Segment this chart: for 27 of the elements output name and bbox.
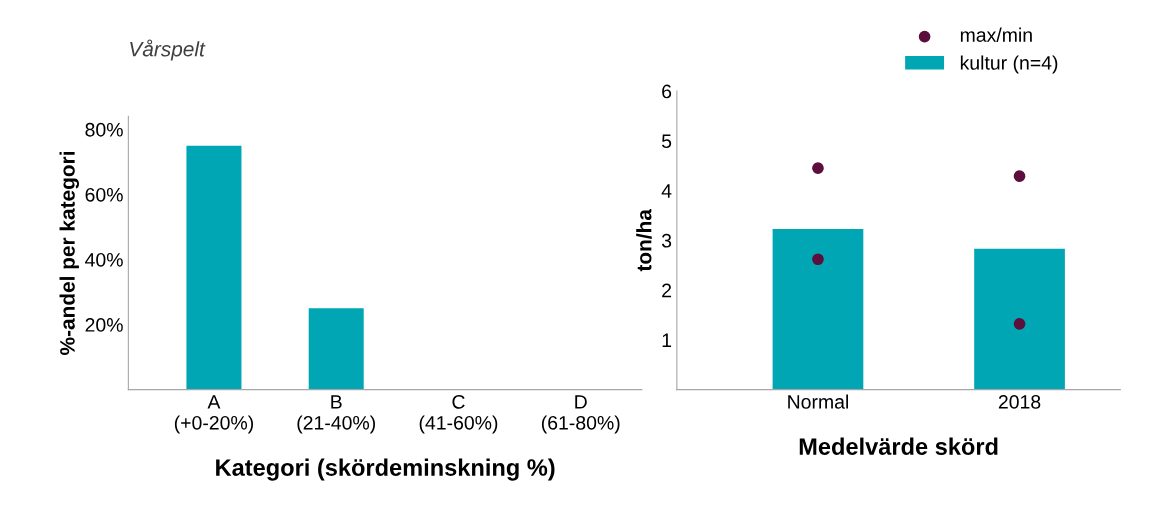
legend-label: max/min xyxy=(960,27,1032,42)
x-tick-label: 2018 xyxy=(998,394,1041,409)
point xyxy=(1013,170,1026,183)
point xyxy=(812,162,824,175)
y-axis-title: ton/ha xyxy=(636,208,652,272)
y-tick-label: 80% xyxy=(85,122,123,137)
y-tick-label: 1 xyxy=(662,333,672,347)
y-tick-label: 5 xyxy=(661,134,672,149)
y-tick-label: 6 xyxy=(662,84,672,99)
y-tick-label: 40% xyxy=(85,252,123,267)
point xyxy=(812,253,824,266)
point xyxy=(1013,318,1026,330)
chart-title: Vårspelt xyxy=(130,39,206,61)
y-tick-label: 2 xyxy=(662,283,672,298)
x-tick-label: D (61-80%) xyxy=(541,395,620,434)
x-tick-label: B (21-40%) xyxy=(297,395,375,434)
x-tick-label: Normal xyxy=(788,394,848,409)
x-tick-label: C (41-60%) xyxy=(419,394,498,434)
y-tick-label: 20% xyxy=(85,318,123,332)
y-tick-label: 60% xyxy=(85,187,123,202)
legend-label: kultur (n=4) xyxy=(960,55,1058,74)
x-axis-title: Medelvärde skörd xyxy=(799,437,998,455)
y-axis-title: %-andel per kategori xyxy=(59,152,80,355)
y-tick-label: 3 xyxy=(661,233,672,248)
x-tick-label: A (+0-20%) xyxy=(174,395,253,434)
y-tick-label: 4 xyxy=(661,184,672,198)
x-axis-title: Kategori (skördeminskning %) xyxy=(216,458,555,481)
